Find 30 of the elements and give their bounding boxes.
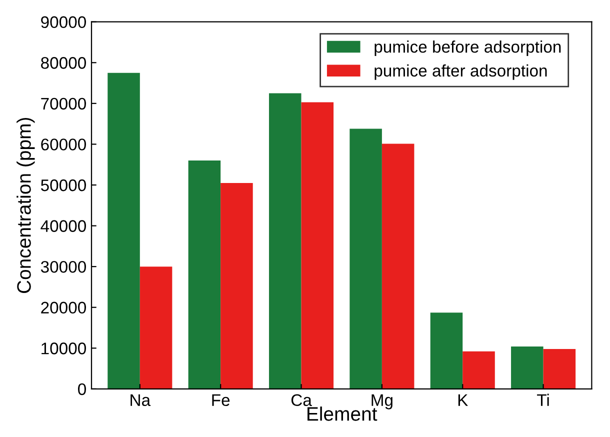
y-tick-label: 70000 [41,98,86,110]
bar [430,312,463,389]
y-tick-label: 20000 [41,302,86,314]
bar [140,266,172,389]
x-tick-label: Na [130,394,151,406]
bar [188,160,221,389]
y-tick-label: 10000 [42,342,86,354]
bar [462,351,495,389]
x-tick-label: Ti [537,394,549,406]
y-tick-label: 40000 [40,220,86,232]
bar [382,144,414,389]
bar [350,128,382,389]
bar [220,182,253,389]
y-tick-label: 80000 [41,57,86,69]
y-tick-label: 30000 [40,260,86,273]
y-tick-label: 90000 [41,16,86,28]
bar [268,93,302,389]
y-axis-title: Concentration (ppm) [16,118,35,294]
y-tick-label: 50000 [40,179,86,192]
bar [301,102,334,389]
legend-label: pumice after adsorption [374,64,547,80]
x-tick-label: Ca [291,394,312,406]
y-tick-label: 0 [78,383,86,396]
bar [511,346,544,389]
x-tick-label: Fe [212,394,230,406]
y-tick-label: 60000 [41,138,86,150]
bar [543,348,576,389]
legend-label: pumice before adsorption [374,40,561,56]
bar [108,72,140,389]
x-tick-label: K [458,394,468,406]
